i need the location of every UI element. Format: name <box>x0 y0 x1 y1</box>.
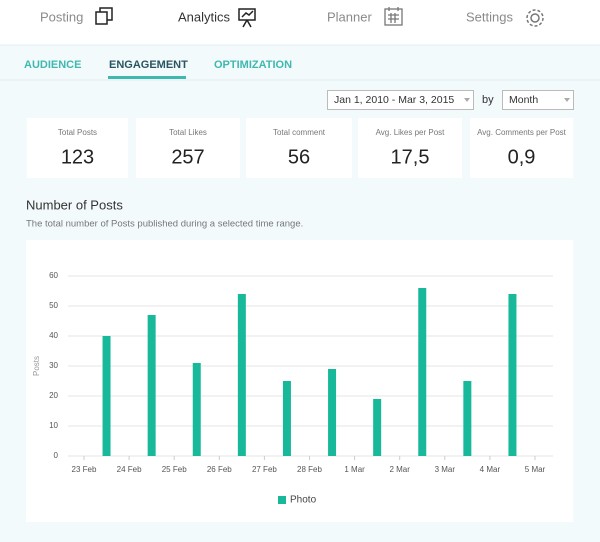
bar <box>508 294 517 456</box>
tab[interactable]: AUDIENCE <box>24 59 81 71</box>
y-axis-label: Posts <box>32 356 41 376</box>
bar <box>102 336 111 456</box>
x-tick-label: 27 Feb <box>252 465 277 474</box>
x-tick-label: 28 Feb <box>297 465 322 474</box>
chart-title: Number of Posts <box>26 197 123 212</box>
y-tick-label: 60 <box>49 271 58 280</box>
y-tick-label: 40 <box>49 331 58 340</box>
stat-card <box>246 118 352 178</box>
x-tick-label: 1 Mar <box>344 465 365 474</box>
bar <box>147 315 156 456</box>
y-tick-label: 0 <box>54 451 59 460</box>
posting-icon <box>95 7 113 25</box>
nav-item[interactable]: Analytics <box>178 9 231 24</box>
x-tick-label: 25 Feb <box>162 465 187 474</box>
stat-card <box>470 118 573 178</box>
bar <box>418 288 427 456</box>
stat-label: Avg. Comments per Post <box>477 128 567 137</box>
planner-icon <box>384 7 403 26</box>
chart-subtitle: The total number of Posts published duri… <box>26 219 303 230</box>
x-tick-label: 26 Feb <box>207 465 232 474</box>
nav-item[interactable]: Posting <box>40 9 83 24</box>
nav-item[interactable]: Planner <box>327 9 372 24</box>
legend-swatch <box>278 496 286 504</box>
y-tick-label: 30 <box>49 361 58 370</box>
stat-label: Total Posts <box>58 128 97 137</box>
date-select[interactable] <box>327 90 474 110</box>
analytics-icon <box>238 8 256 28</box>
x-tick-label: 23 Feb <box>72 465 97 474</box>
stat-value: 123 <box>61 146 94 168</box>
bar <box>192 363 201 456</box>
stat-value: 257 <box>171 146 204 168</box>
stat-card <box>27 118 128 178</box>
dropdown-arrow <box>464 98 470 102</box>
y-tick-label: 50 <box>49 301 58 310</box>
stat-card <box>136 118 240 178</box>
date-range: Jan 1, 2010 - Mar 3, 2015 <box>334 94 454 106</box>
y-tick-label: 10 <box>49 421 58 430</box>
stat-label: Total comment <box>273 128 326 137</box>
legend-label: Photo <box>290 495 317 506</box>
y-tick-label: 20 <box>49 391 58 400</box>
bar <box>328 369 337 456</box>
bar <box>463 381 472 456</box>
bar <box>373 399 382 456</box>
chart-card <box>26 240 573 522</box>
dropdown-arrow <box>564 98 570 102</box>
tab-active[interactable]: ENGAGEMENT <box>109 59 188 71</box>
stat-value: 0,9 <box>508 146 536 168</box>
bar <box>237 294 246 456</box>
stat-label: Total Likes <box>169 128 207 137</box>
x-tick-label: 3 Mar <box>435 465 456 474</box>
x-tick-label: 24 Feb <box>117 465 142 474</box>
by-label: by <box>482 94 494 106</box>
settings-icon <box>526 9 544 27</box>
stat-value: 56 <box>288 146 310 168</box>
nav-item[interactable]: Settings <box>466 9 513 24</box>
period-select[interactable] <box>502 90 574 110</box>
stat-card <box>358 118 462 178</box>
stat-value: 17,5 <box>391 146 430 168</box>
bar <box>282 381 291 456</box>
stat-label: Avg. Likes per Post <box>376 128 446 137</box>
period: Month <box>509 94 538 106</box>
tab-underline <box>108 76 186 79</box>
tab[interactable]: OPTIMIZATION <box>214 59 292 71</box>
x-tick-label: 2 Mar <box>389 465 410 474</box>
x-tick-label: 5 Mar <box>525 465 546 474</box>
x-tick-label: 4 Mar <box>480 465 501 474</box>
